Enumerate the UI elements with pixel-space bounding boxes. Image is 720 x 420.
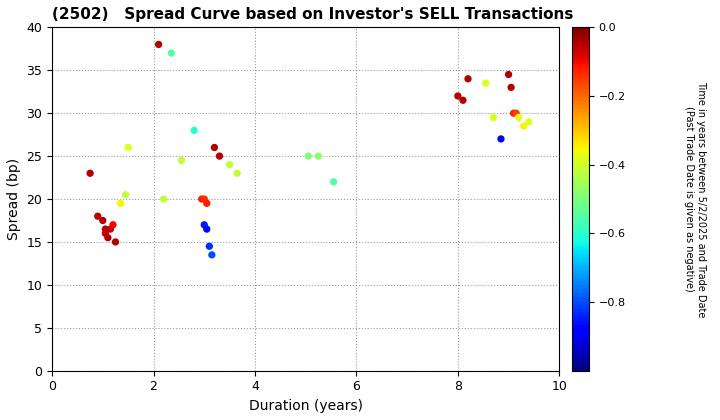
X-axis label: Duration (years): Duration (years) <box>248 399 363 413</box>
Point <box>495 136 507 142</box>
Point <box>457 97 469 104</box>
Text: (2502)   Spread Curve based on Investor's SELL Transactions: (2502) Spread Curve based on Investor's … <box>52 7 573 22</box>
Point <box>487 114 499 121</box>
Point <box>206 252 217 258</box>
Point <box>513 114 524 121</box>
Point <box>523 118 535 125</box>
Point <box>199 196 210 202</box>
Point <box>209 144 220 151</box>
Point <box>196 196 207 202</box>
Point <box>462 76 474 82</box>
Point <box>231 170 243 177</box>
Point <box>510 110 522 116</box>
Point <box>99 226 111 232</box>
Point <box>204 243 215 249</box>
Point <box>328 178 339 185</box>
Point <box>302 153 314 160</box>
Point <box>214 153 225 160</box>
Point <box>199 221 210 228</box>
Point <box>189 127 200 134</box>
Y-axis label: Spread (bp): Spread (bp) <box>7 158 21 240</box>
Point <box>508 110 519 116</box>
Point <box>114 200 126 207</box>
Point <box>84 170 96 177</box>
Point <box>104 226 116 232</box>
Point <box>518 123 529 129</box>
Point <box>176 157 187 164</box>
Point <box>480 80 492 87</box>
Point <box>503 71 514 78</box>
Point <box>312 153 324 160</box>
Point <box>505 84 517 91</box>
Point <box>97 217 109 224</box>
Y-axis label: Time in years between 5/2/2025 and Trade Date
(Past Trade Date is given as negat: Time in years between 5/2/2025 and Trade… <box>685 81 706 317</box>
Point <box>201 226 212 232</box>
Point <box>153 41 164 48</box>
Point <box>107 221 119 228</box>
Point <box>92 213 104 220</box>
Point <box>102 234 114 241</box>
Point <box>158 196 169 202</box>
Point <box>224 161 235 168</box>
Point <box>122 144 134 151</box>
Point <box>201 200 212 207</box>
Point <box>99 230 111 237</box>
Point <box>109 239 121 245</box>
Point <box>166 50 177 56</box>
Point <box>120 192 132 198</box>
Point <box>452 93 464 100</box>
